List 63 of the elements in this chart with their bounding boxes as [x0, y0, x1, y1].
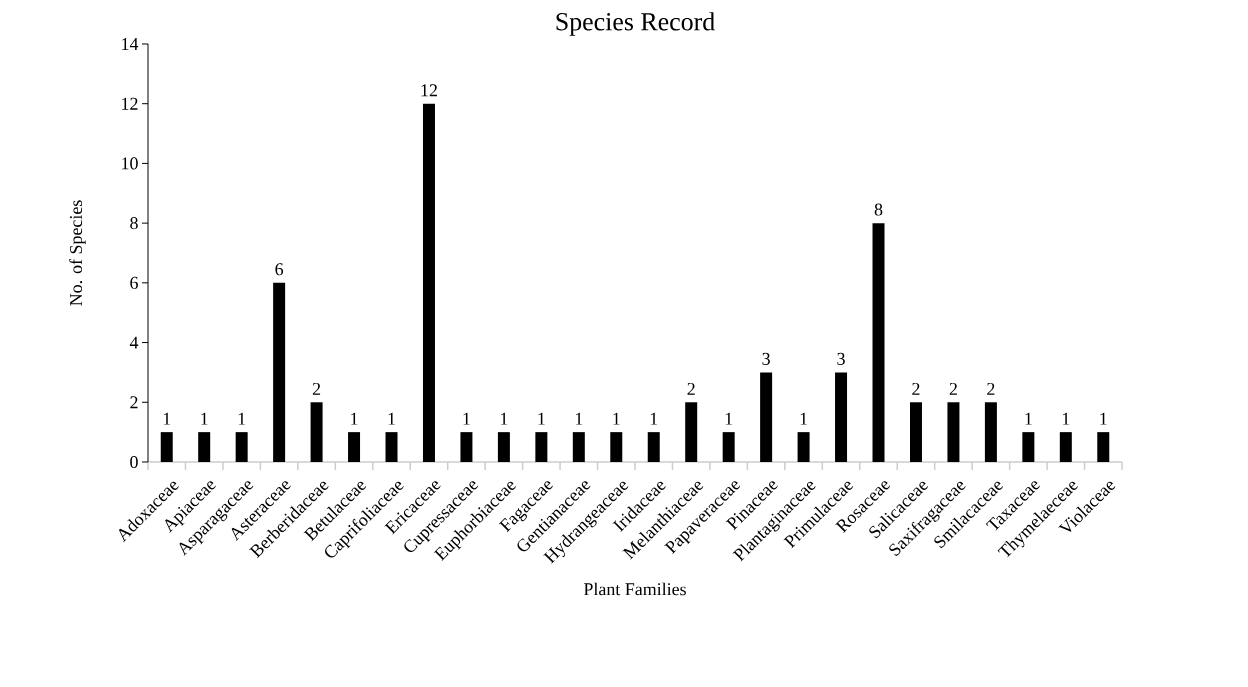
data-label: 3: [837, 352, 845, 365]
data-label: 1: [463, 412, 470, 425]
bar: [1022, 432, 1035, 462]
y-tick-label: 0: [130, 455, 138, 469]
data-label: 1: [388, 412, 395, 425]
data-label: 8: [874, 203, 883, 216]
data-label: 2: [312, 382, 321, 395]
bar: [235, 432, 248, 462]
bar: [872, 223, 885, 462]
bar: [647, 432, 660, 462]
bar: [984, 402, 997, 462]
data-label: 1: [800, 412, 807, 425]
bar: [797, 432, 810, 462]
chart-title: Species Record: [556, 12, 715, 36]
bar: [909, 402, 922, 462]
bar: [722, 432, 735, 462]
bar: [460, 432, 473, 462]
data-label: 12: [421, 84, 437, 97]
bar: [610, 432, 623, 462]
x-axis-title: Plant Families: [583, 582, 686, 596]
data-label: 1: [575, 412, 583, 425]
data-label: 2: [949, 382, 957, 395]
data-label: 1: [613, 412, 620, 425]
bar: [422, 103, 435, 462]
y-tick-label: 10: [122, 157, 138, 170]
bar: [572, 432, 585, 462]
y-tick-label: 2: [130, 396, 138, 409]
data-label: 1: [1025, 412, 1032, 425]
bar: [760, 372, 773, 462]
data-label: 2: [987, 382, 995, 395]
data-label: 1: [351, 412, 358, 425]
bar: [160, 432, 173, 462]
bar: [198, 432, 211, 462]
bar: [385, 432, 398, 462]
data-label: 1: [238, 412, 246, 425]
bar: [1059, 432, 1072, 462]
data-label: 2: [687, 382, 695, 395]
data-label: 1: [201, 412, 208, 425]
bar: [685, 402, 698, 462]
y-tick-label: 8: [130, 217, 138, 230]
data-label: 6: [275, 263, 284, 276]
data-label: 1: [163, 412, 171, 425]
data-label: 1: [1062, 412, 1070, 425]
bar: [497, 432, 510, 462]
data-label: 3: [762, 352, 770, 365]
bar: [535, 432, 548, 462]
data-label: 1: [725, 412, 733, 425]
bar: [273, 282, 286, 462]
data-label: 1: [1100, 412, 1107, 425]
bar: [835, 372, 848, 462]
bar: [947, 402, 960, 462]
y-axis-title: No. of Species: [69, 200, 86, 306]
data-label: 1: [500, 412, 508, 425]
data-label: 1: [650, 412, 658, 425]
bar: [1097, 432, 1110, 462]
y-tick-label: 14: [122, 38, 139, 50]
y-tick-label: 4: [129, 336, 139, 349]
bar: [310, 402, 323, 462]
data-label: 1: [538, 412, 545, 425]
y-tick-label: 12: [122, 97, 138, 110]
y-tick-label: 6: [130, 276, 138, 289]
data-label: 2: [912, 382, 920, 395]
bar: [348, 432, 361, 462]
